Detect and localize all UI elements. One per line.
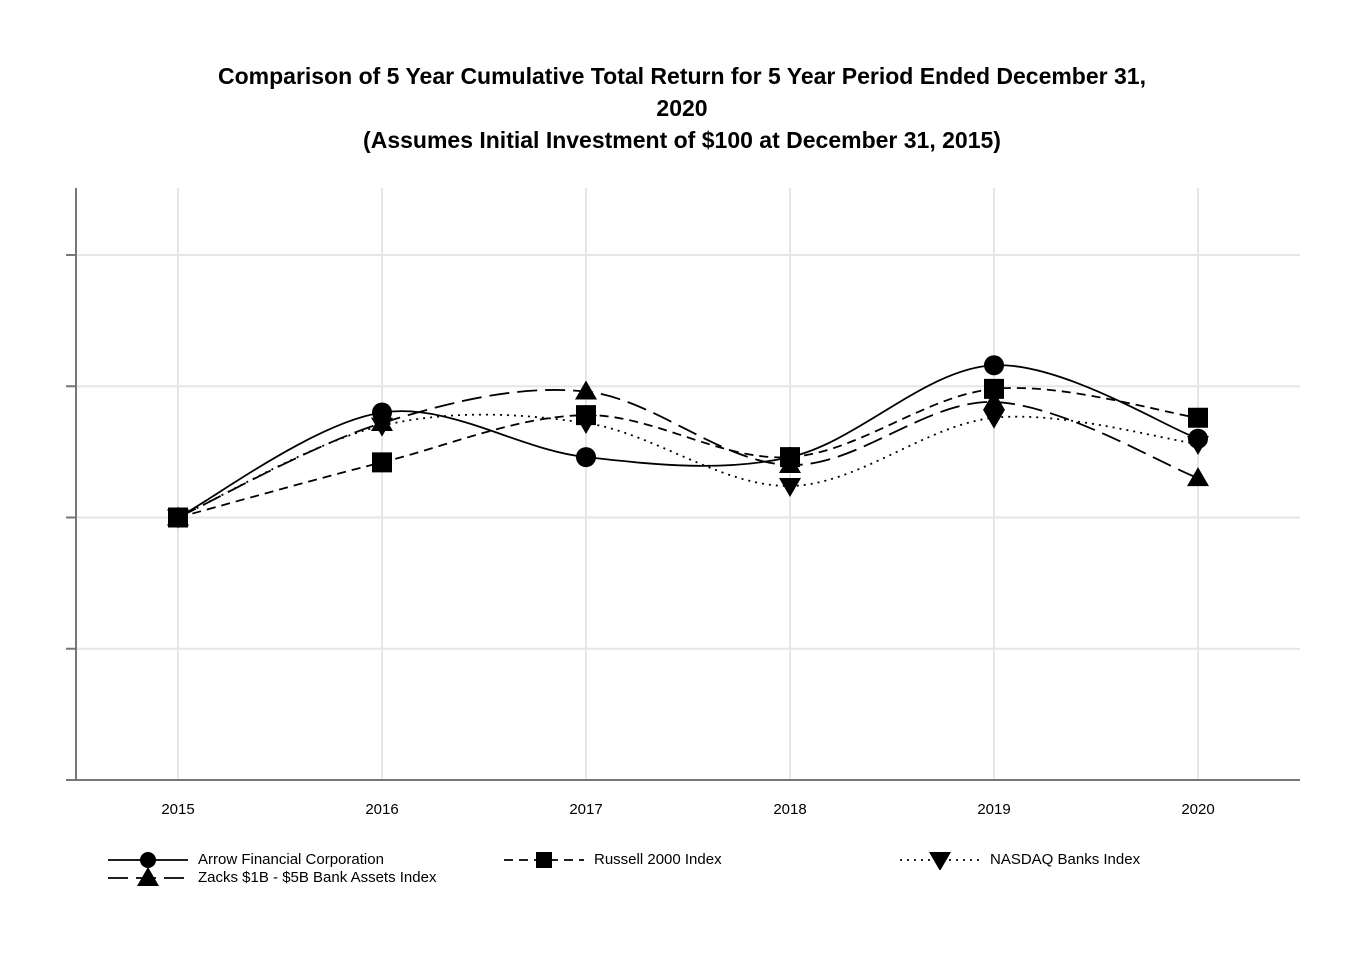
data-point-russell-2000-index: [576, 405, 596, 426]
legend-label-zacks: Zacks $1B - $5B Bank Assets Index: [198, 869, 437, 886]
data-point-zacks-1b-5b-bank-assets-index: [983, 391, 1005, 410]
legend-label-arrow: Arrow Financial Corporation: [198, 851, 384, 868]
legend-label-russell: Russell 2000 Index: [594, 851, 722, 868]
legend-swatch-arrow: [108, 852, 188, 868]
chart-title-line-1: Comparison of 5 Year Cumulative Total Re…: [218, 63, 1146, 89]
data-point-nasdaq-banks-index: [779, 478, 801, 497]
data-point-nasdaq-banks-index: [983, 409, 1005, 429]
legend-marker: [140, 852, 156, 868]
legend-marker: [536, 852, 552, 868]
data-point-arrow-financial-corporation: [168, 507, 188, 528]
data-point-arrow-financial-corporation: [1188, 428, 1208, 449]
legend-marker: [137, 868, 159, 886]
data-point-russell-2000-index: [372, 452, 392, 473]
series-russell-2000-index: [168, 378, 1208, 528]
series-arrow-financial-corporation: [168, 355, 1208, 528]
x-tick-label: 2020: [1181, 801, 1214, 818]
series-zacks-1b-5b-bank-assets-index: [167, 380, 1209, 526]
chart-title-line-2: 2020: [656, 95, 708, 121]
legend-marker: [929, 852, 951, 870]
legend-swatch-russell: [504, 852, 584, 868]
chart-subtitle: (Assumes Initial Investment of $100 at D…: [363, 127, 1001, 153]
series-line-nasdaq-banks-index: [177, 413, 1199, 519]
data-point-arrow-financial-corporation: [372, 402, 392, 423]
x-tick-label: 2018: [773, 801, 806, 818]
legend-swatch-nasdaq: [900, 852, 980, 870]
data-point-russell-2000-index: [1188, 407, 1208, 428]
data-point-arrow-financial-corporation: [576, 447, 596, 468]
data-point-russell-2000-index: [984, 378, 1004, 399]
x-tick-label: 2019: [977, 801, 1010, 818]
data-point-arrow-financial-corporation: [984, 355, 1004, 376]
series-line-arrow-financial-corporation: [177, 364, 1199, 519]
gridlines: [76, 188, 1300, 780]
data-point-arrow-financial-corporation: [780, 447, 800, 468]
series-line-zacks-1b-5b-bank-assets-index: [177, 389, 1199, 519]
legend-swatch-zacks: [108, 868, 188, 886]
x-tick-label: 2016: [365, 801, 398, 818]
legend-label-nasdaq: NASDAQ Banks Index: [990, 851, 1141, 868]
series-nasdaq-banks-index: [167, 409, 1209, 529]
series-line-russell-2000-index: [177, 387, 1199, 519]
x-tick-label: 2015: [161, 801, 194, 818]
data-point-zacks-1b-5b-bank-assets-index: [1187, 467, 1209, 487]
data-point-zacks-1b-5b-bank-assets-index: [575, 380, 597, 400]
x-tick-label: 2017: [569, 801, 602, 818]
